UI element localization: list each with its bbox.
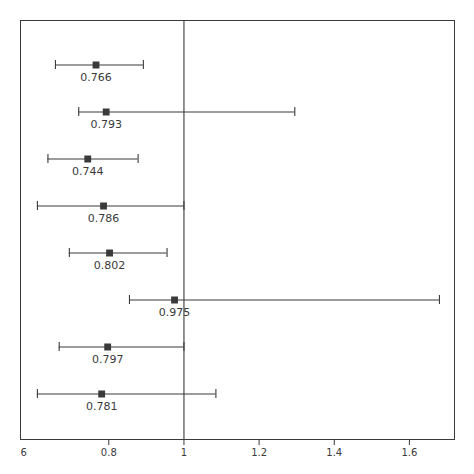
svg-text:0.744: 0.744: [72, 165, 104, 178]
svg-text:0.793: 0.793: [90, 118, 122, 131]
svg-text:1.2: 1.2: [251, 447, 267, 458]
svg-text:1: 1: [181, 447, 187, 458]
svg-text:0.786: 0.786: [88, 212, 120, 225]
svg-text:0.766: 0.766: [80, 71, 112, 84]
svg-text:0.797: 0.797: [92, 353, 124, 366]
svg-text:6: 6: [21, 447, 27, 458]
svg-text:0.975: 0.975: [159, 306, 191, 319]
svg-text:0.781: 0.781: [86, 400, 118, 413]
svg-text:0.802: 0.802: [94, 259, 126, 272]
svg-text:1.4: 1.4: [326, 447, 342, 458]
svg-text:1.6: 1.6: [401, 447, 417, 458]
svg-text:0.8: 0.8: [101, 447, 117, 458]
